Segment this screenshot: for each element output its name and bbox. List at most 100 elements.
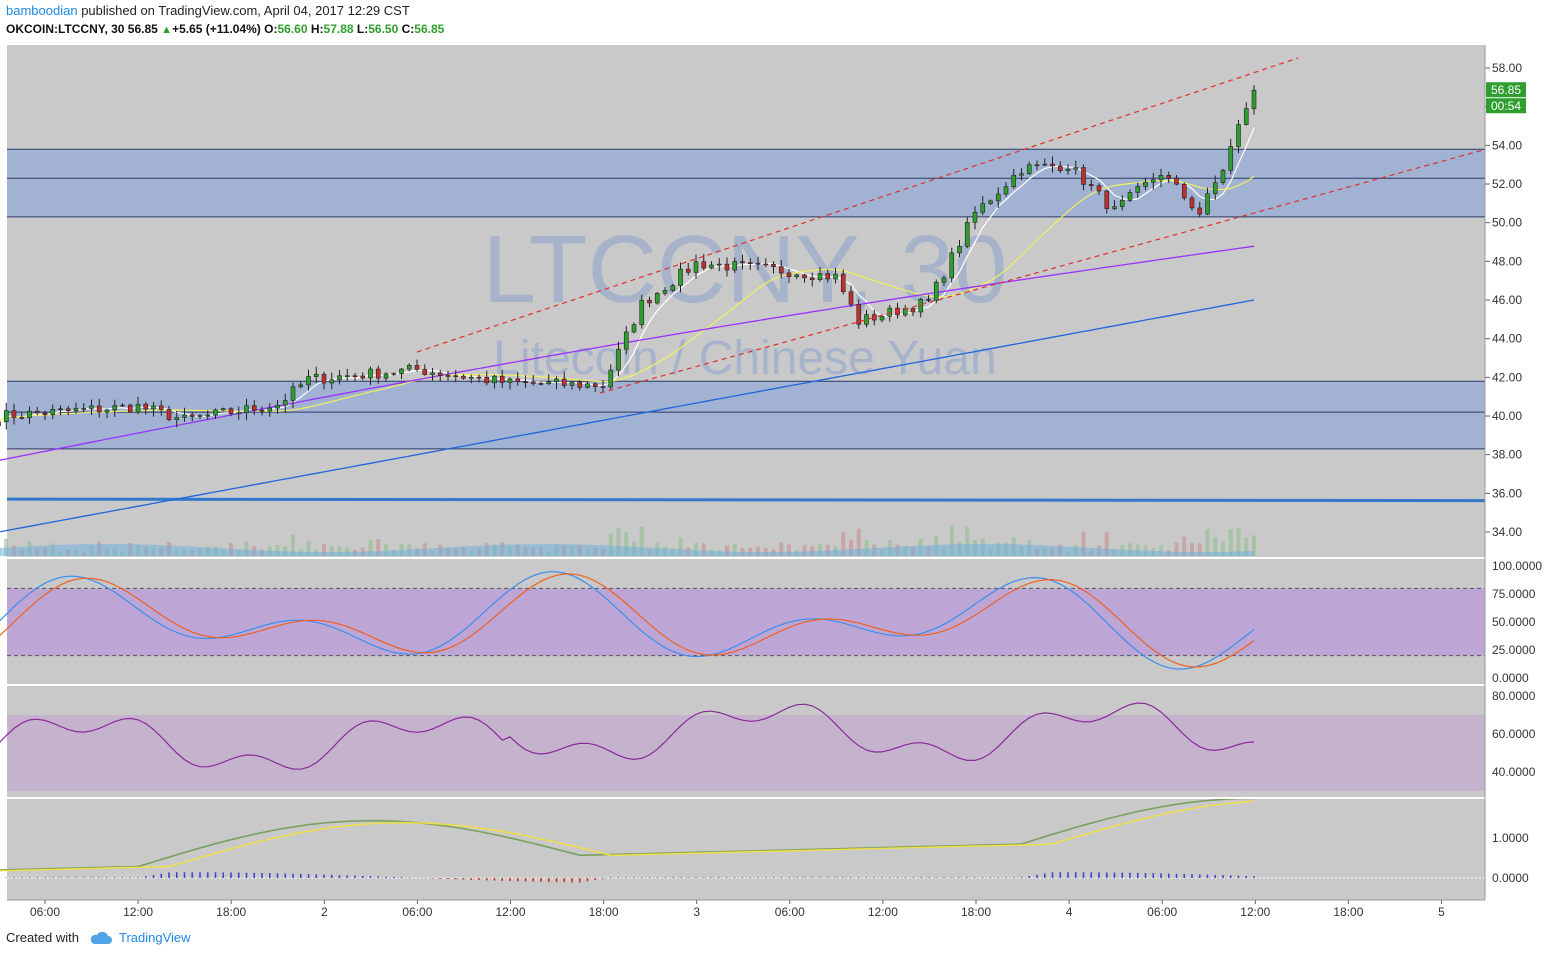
candle-body [298,384,304,388]
volume-bar [244,541,249,556]
volume-bar [748,547,753,556]
candle-body [910,308,916,313]
candle-body [1096,185,1102,192]
macd-axis-label: 0.0000 [1492,871,1529,885]
price-axis-label: 38.00 [1492,448,1522,462]
volume-bar [1128,543,1132,556]
candle-body [1127,192,1133,201]
tradingview-link[interactable]: TradingView [118,930,191,945]
candle-body [724,263,730,271]
price-axis-label: 36.00 [1492,486,1522,500]
candle-body [747,262,753,264]
candle-body [988,200,993,204]
candle-body [530,381,536,384]
volume-bar [841,532,846,556]
candle-body [957,245,962,254]
volume-bar [4,538,9,556]
candle-body [964,222,970,247]
candle-body [27,410,32,419]
candle-body [290,386,296,401]
candle-body [259,409,265,412]
volume-bar [1104,531,1109,556]
volume-bar [787,544,791,556]
candle-body [879,315,885,321]
volume-bar [1252,535,1256,556]
candle-body [778,266,784,274]
candle-body [639,299,645,325]
candle-body [732,261,738,271]
candle-body [1042,163,1048,166]
stoch-band [7,588,1485,656]
candle-body [933,281,939,301]
candle-body [1011,174,1017,188]
candle-body [1251,89,1257,109]
candle-body [678,268,683,286]
volume-bar [810,546,815,556]
candle-body [50,409,56,416]
candle-body [1236,124,1241,147]
candle-body [802,274,807,279]
open-value: 56.60 [277,22,308,36]
candle-body [81,408,87,410]
candle-body [391,373,397,375]
candle-body [1174,177,1179,185]
macd-pane[interactable] [7,798,1485,900]
volume-bar [368,539,373,556]
candle-body [492,375,497,384]
candle-body [135,403,141,413]
ma-blue-line [0,299,1255,533]
volume-bar [624,532,629,556]
candle-body [647,299,652,304]
candle-body [306,376,311,386]
volume-ma-area [0,544,1254,556]
volume-bar [1135,544,1140,556]
volume-bar [701,543,706,556]
candle-body [980,203,986,213]
countdown-label: 00:54 [1491,99,1521,113]
candle-body [73,408,79,411]
candle-body [437,372,443,376]
candle-body [453,375,459,377]
candle-body [1057,165,1063,172]
candle-body [11,410,17,418]
high-label: H: [310,22,324,36]
candle-body [368,368,373,379]
candle-body [554,378,559,383]
candle-body [468,376,474,379]
time-axis-label: 12:00 [123,905,153,919]
candle-body [127,404,133,413]
candle-body [825,273,831,280]
candle-body [693,261,699,273]
candle-body [430,372,435,375]
candle-body [244,405,249,414]
candle-body [1181,183,1187,199]
price-change: +5.65 (+11.04%) [172,22,261,36]
candle-body [484,376,490,384]
candle-body [267,407,273,412]
candle-body [1212,182,1218,194]
publish-header: bamboodian published on TradingView.com,… [6,3,410,18]
candle-body [189,414,195,417]
candle-body [631,324,637,333]
candle-body [585,383,590,388]
volume-bar [1213,537,1218,556]
author-link[interactable]: bamboodian [6,3,78,18]
candle-body [507,378,513,383]
candle-body [383,373,389,379]
volume-bar [322,544,326,556]
candle-body [833,273,838,280]
candle-body [104,409,110,413]
last-price: 56.85 [127,22,158,36]
candle-body [864,314,869,325]
candle-body [1143,181,1148,187]
candle-body [166,409,172,421]
candle-body [58,408,63,411]
candle-body [654,293,660,304]
candle-body [701,261,707,269]
candle-body [337,375,342,381]
candle-body [213,409,218,416]
candle-body [856,303,862,325]
volume-bar [608,533,613,556]
candle-body [941,277,947,283]
